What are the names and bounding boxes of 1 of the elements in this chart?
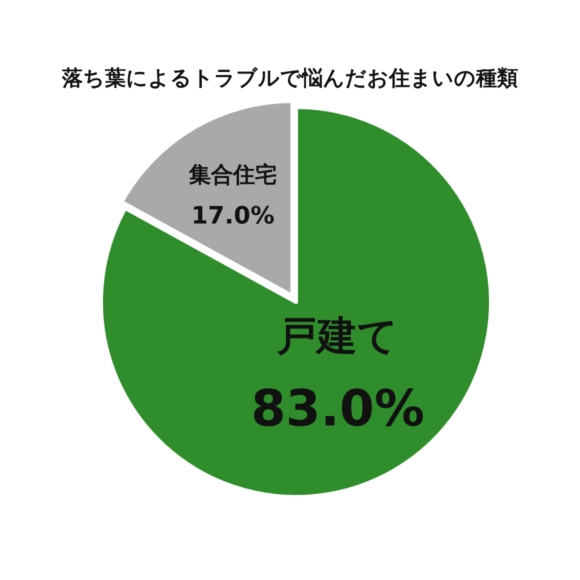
title: 落ち葉によるトラブルで悩んだお住まいの種類	[62, 66, 518, 90]
